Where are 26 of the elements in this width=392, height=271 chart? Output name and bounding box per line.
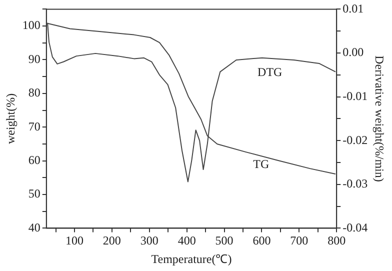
y2-tick-label: 0.00 [342, 45, 364, 60]
y-tick-label: 100 [22, 18, 40, 32]
annotation: DTG [258, 64, 283, 79]
y-tick-label: 80 [28, 86, 40, 100]
x-tick-label: 400 [178, 234, 196, 248]
x-axis-title: Temperature(℃) [151, 252, 232, 266]
y-tick-label: 50 [28, 186, 40, 201]
y-tick-label: 70 [28, 119, 40, 134]
y2-tick-label: -0.01 [342, 88, 368, 103]
x-tick-label: 500 [215, 234, 234, 248]
x-tick-label: 200 [102, 234, 121, 248]
annotation: TG [253, 156, 270, 171]
y-tick-label: 90 [28, 52, 40, 66]
x-tick-label: 300 [140, 234, 158, 248]
y2-axis-title: Derivative weight(%/min) [372, 56, 387, 182]
y2-tick-label: 0.01 [342, 1, 364, 16]
x-tick-label: 100 [65, 234, 84, 248]
x-tick-label: 600 [252, 234, 271, 248]
y-tick-label: 40 [28, 220, 40, 234]
x-tick-label: 800 [328, 234, 346, 248]
x-tick-label: 700 [290, 234, 308, 248]
y2-tick-label: -0.04 [342, 220, 368, 234]
y-axis-title: weight(%) [3, 93, 18, 144]
y-tick-label: 60 [28, 152, 40, 167]
y2-tick-label: -0.03 [342, 176, 368, 191]
y2-tick-label: -0.02 [342, 132, 368, 147]
